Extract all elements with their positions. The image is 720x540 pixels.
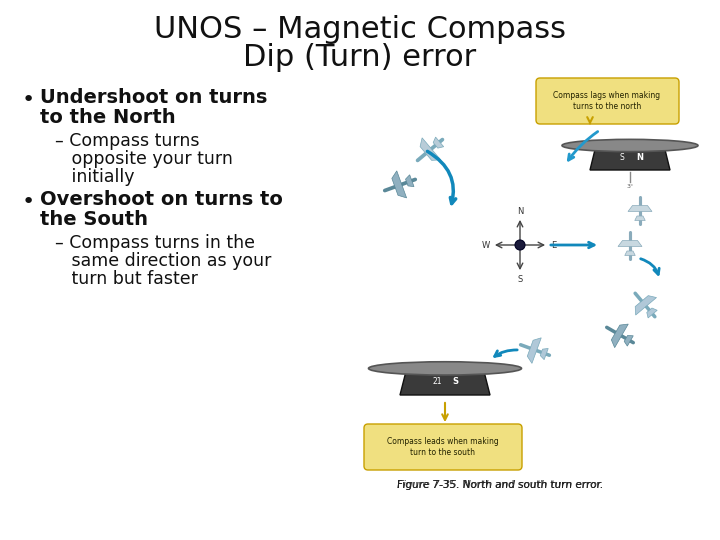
Polygon shape <box>420 138 441 160</box>
Polygon shape <box>625 251 635 255</box>
FancyBboxPatch shape <box>364 424 522 470</box>
Text: N: N <box>517 206 523 215</box>
Polygon shape <box>611 324 629 348</box>
Text: E: E <box>552 240 557 249</box>
Ellipse shape <box>369 362 521 375</box>
Text: – Compass turns: – Compass turns <box>55 132 199 150</box>
Polygon shape <box>618 240 642 246</box>
Text: – Compass turns in the: – Compass turns in the <box>55 234 255 252</box>
Text: S: S <box>620 153 624 162</box>
Polygon shape <box>590 145 670 170</box>
Text: S: S <box>452 377 458 386</box>
Polygon shape <box>392 171 407 198</box>
Polygon shape <box>433 137 444 148</box>
FancyBboxPatch shape <box>536 78 679 124</box>
Text: Figure 7-35. North and south turn error.: Figure 7-35. North and south turn error. <box>397 480 603 490</box>
Text: Undershoot on turns: Undershoot on turns <box>40 88 267 107</box>
Polygon shape <box>527 338 541 363</box>
Text: W: W <box>482 240 490 249</box>
Text: N: N <box>636 153 644 162</box>
Text: turn but faster: turn but faster <box>55 270 198 288</box>
Circle shape <box>515 240 525 250</box>
Polygon shape <box>400 368 490 395</box>
Text: initially: initially <box>55 168 135 186</box>
Text: 21: 21 <box>432 377 442 386</box>
Text: 3°: 3° <box>626 184 634 189</box>
Text: Overshoot on turns to: Overshoot on turns to <box>40 190 283 209</box>
Text: to the North: to the North <box>40 108 176 127</box>
Text: 180°: 180° <box>436 398 454 407</box>
Text: •: • <box>22 192 35 212</box>
Polygon shape <box>635 295 657 315</box>
Polygon shape <box>647 308 657 318</box>
Text: opposite your turn: opposite your turn <box>55 150 233 168</box>
Text: •: • <box>22 90 35 110</box>
Text: Compass leads when making
turn to the south: Compass leads when making turn to the so… <box>387 437 499 457</box>
Polygon shape <box>405 175 414 187</box>
Text: the South: the South <box>40 210 148 229</box>
Text: same direction as your: same direction as your <box>55 252 271 270</box>
Text: S: S <box>518 274 523 284</box>
Text: UNOS – Magnetic Compass: UNOS – Magnetic Compass <box>154 16 566 44</box>
Text: Figure 7-35. North and south turn error.: Figure 7-35. North and south turn error. <box>397 480 603 490</box>
Polygon shape <box>628 206 652 212</box>
Text: Compass lags when making
turns to the north: Compass lags when making turns to the no… <box>554 91 660 111</box>
Polygon shape <box>540 348 548 360</box>
Polygon shape <box>624 335 634 346</box>
Ellipse shape <box>562 139 698 152</box>
Text: Dip (Turn) error: Dip (Turn) error <box>243 44 477 72</box>
Polygon shape <box>635 216 645 220</box>
